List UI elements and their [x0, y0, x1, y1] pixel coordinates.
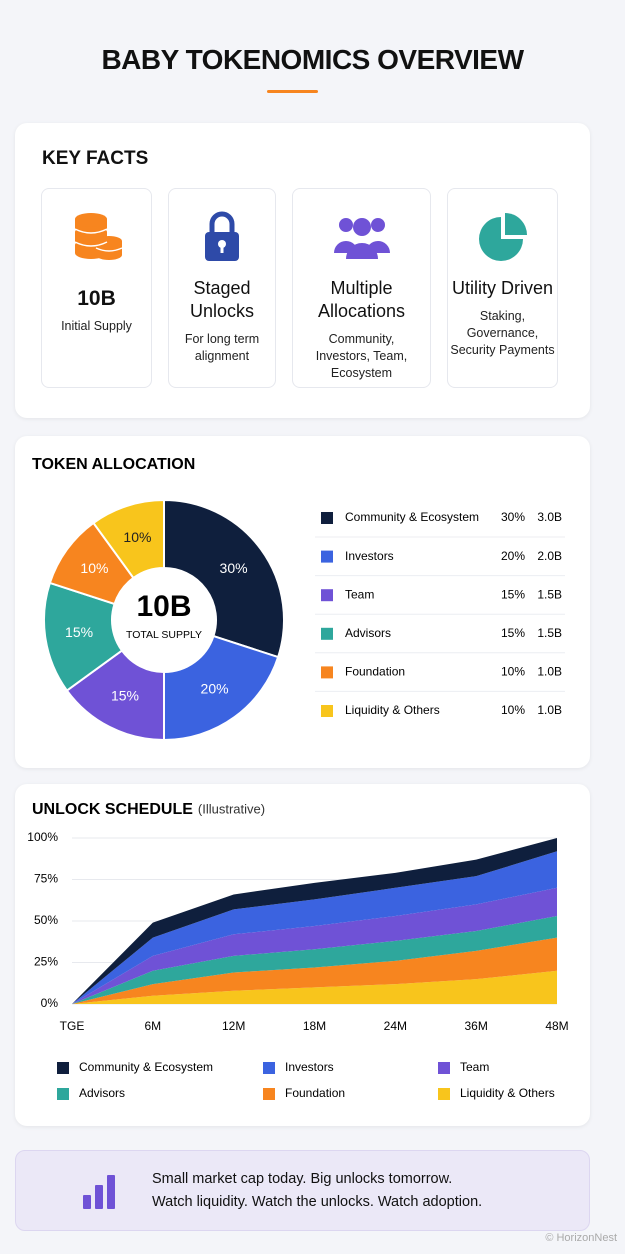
fact-text: Initial Supply: [61, 319, 132, 333]
legend-percent: 30%: [501, 510, 525, 524]
area: [72, 916, 557, 1004]
slice-label: 15%: [111, 687, 139, 703]
lock-icon: [205, 211, 239, 261]
chart-title: TOKEN ALLOCATION: [32, 456, 195, 473]
bars-icon: [83, 1175, 115, 1209]
legend-label: Community & Ecosystem: [79, 1060, 213, 1074]
pie-icon: [478, 213, 527, 261]
area: [72, 838, 557, 1004]
pie-slice: [163, 634, 280, 742]
legend-label: Foundation: [345, 665, 405, 679]
section-title: KEY FACTS: [42, 148, 149, 169]
area: [72, 851, 557, 1004]
area: [72, 887, 557, 1004]
x-tick-label: 48M: [545, 1019, 568, 1033]
legend-label: Community & Ecosystem: [345, 510, 479, 524]
legend-label: Foundation: [285, 1086, 345, 1100]
pie-slice: [92, 498, 165, 580]
slice-label: 10%: [123, 529, 151, 545]
slice-label: 20%: [201, 680, 229, 696]
y-tick-label: 25%: [34, 955, 58, 969]
chart-title: UNLOCK SCHEDULE: [32, 801, 193, 818]
legend-swatch: [321, 627, 333, 640]
x-tick-label: 6M: [144, 1019, 161, 1033]
pie-slice: [163, 498, 285, 659]
fact-card: Multiple Allocations Community, Investors…: [292, 188, 431, 388]
banner: Small market cap today. Big unlocks tomo…: [15, 1150, 590, 1231]
x-tick-label: 36M: [464, 1019, 487, 1033]
legend-swatch: [57, 1062, 69, 1074]
fact-title: Multiple Allocations: [317, 278, 406, 321]
legend-label: Advisors: [345, 626, 391, 640]
area: [72, 937, 557, 1004]
legend-amount: 1.5B: [537, 626, 562, 640]
coins-icon: [74, 213, 122, 260]
legend-swatch: [321, 512, 333, 524]
legend-label: Advisors: [79, 1086, 125, 1100]
legend-percent: 20%: [501, 549, 525, 563]
y-tick-label: 75%: [34, 872, 58, 886]
fact-value: 10B: [77, 287, 116, 310]
legend-label: Liquidity & Others: [460, 1086, 555, 1100]
fact-card: Staged Unlocks For long term alignment: [168, 188, 276, 388]
slice-label: 15%: [65, 624, 93, 640]
legend-label: Team: [460, 1060, 489, 1074]
legend-label: Investors: [285, 1060, 334, 1074]
y-tick-label: 50%: [34, 913, 58, 927]
fact-text: For long term alignment: [184, 332, 260, 363]
legend-percent: 10%: [501, 703, 525, 717]
x-tick-label: TGE: [60, 1019, 85, 1033]
legend-label: Liquidity & Others: [345, 703, 440, 717]
x-tick-label: 12M: [222, 1019, 245, 1033]
legend-swatch: [57, 1088, 69, 1100]
legend-amount: 1.0B: [537, 665, 562, 679]
legend-swatch: [321, 550, 333, 563]
legend-amount: 3.0B: [537, 510, 562, 524]
slice-label: 30%: [220, 560, 248, 576]
legend-swatch: [321, 666, 333, 679]
x-tick-label: 24M: [384, 1019, 407, 1033]
legend-swatch: [438, 1062, 450, 1074]
legend-label: Team: [345, 587, 374, 601]
legend-percent: 10%: [501, 665, 525, 679]
watermark: © HorizonNest: [545, 1232, 617, 1244]
legend-swatch: [321, 705, 333, 717]
slice-label: 10%: [80, 560, 108, 576]
y-tick-label: 0%: [41, 996, 59, 1010]
legend-percent: 15%: [501, 626, 525, 640]
legend-label: Investors: [345, 549, 394, 563]
legend-amount: 1.5B: [537, 587, 562, 601]
people-icon: [333, 218, 390, 259]
legend-amount: 1.0B: [537, 703, 562, 717]
legend-swatch: [438, 1088, 450, 1100]
fact-text: Community, Investors, Team, Ecosystem: [315, 332, 408, 380]
legend-swatch: [263, 1088, 275, 1100]
x-tick-label: 18M: [303, 1019, 326, 1033]
donut-hole: [113, 569, 215, 671]
y-tick-label: 100%: [27, 830, 58, 844]
center-value: 10B: [136, 590, 191, 623]
title: BABY TOKENOMICS OVERVIEW: [101, 44, 524, 75]
legend-percent: 15%: [501, 587, 525, 601]
fact-title: Utility Driven: [452, 278, 554, 298]
title-underline: [267, 90, 318, 93]
fact-card: Utility Driven Staking, Governance, Secur…: [447, 188, 558, 388]
banner-text: Watch liquidity. Watch the unlocks. Watc…: [152, 1194, 483, 1210]
center-label: TOTAL SUPPLY: [126, 629, 202, 641]
fact-title: Staged Unlocks: [189, 278, 255, 321]
banner-text: Small market cap today. Big unlocks tomo…: [152, 1171, 453, 1187]
chart-subtitle: (Illustrative): [198, 801, 265, 816]
legend-swatch: [321, 589, 333, 602]
legend-amount: 2.0B: [537, 549, 562, 563]
fact-card: 10B Initial Supply: [41, 188, 152, 388]
legend-swatch: [263, 1062, 275, 1074]
fact-text: Staking, Governance, Security Payments: [450, 309, 555, 357]
